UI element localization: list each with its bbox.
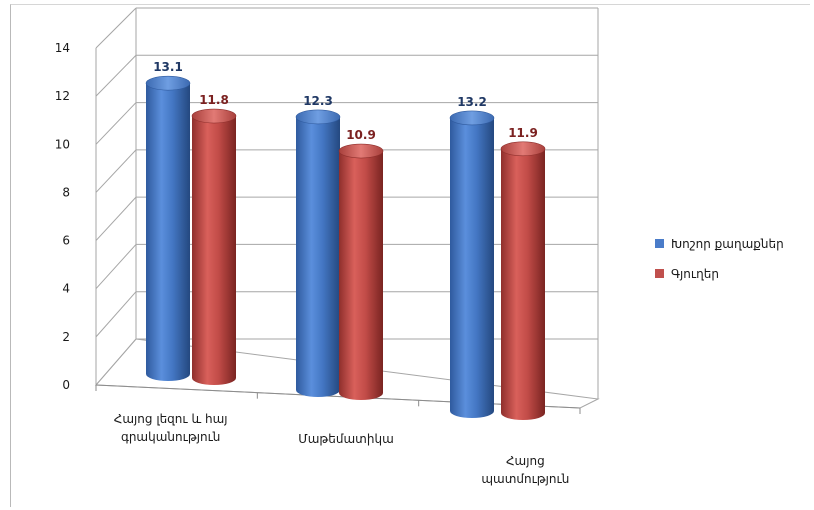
legend: Խոշոր քաղաքներ Գյուղեր [655, 237, 784, 281]
data-label: 11.9 [508, 126, 538, 140]
gridline-side [95, 7, 137, 49]
bar [295, 109, 341, 397]
bar-body [501, 148, 545, 413]
data-label: 13.2 [457, 95, 487, 109]
legend-label: Խոշոր քաղաքներ [671, 237, 784, 251]
bar-base [339, 386, 383, 400]
y-tick-label: 12 [55, 89, 70, 103]
y-tick-label: 4 [62, 282, 70, 296]
bar-body [192, 116, 236, 378]
bar [449, 110, 495, 418]
bar-body [339, 151, 383, 393]
chart-frame [10, 4, 810, 507]
axes: 0 2 4 6 8 10 12 14 Հայոց լեզու և հայ գրականությու… [55, 8, 600, 486]
bar-base [192, 371, 236, 385]
x-category-label: գրականություն [121, 430, 220, 444]
bar [145, 75, 191, 381]
legend-swatch [655, 239, 664, 248]
bar-base [450, 404, 494, 418]
bar-body [296, 116, 340, 390]
bar-body [450, 117, 494, 412]
gridline-side [95, 244, 137, 290]
gridline-side [95, 102, 137, 145]
bar [191, 108, 237, 385]
y-tick-label: 10 [55, 137, 70, 151]
bars [145, 75, 546, 420]
x-category-label: Հայոց լեզու և հայ [114, 412, 228, 426]
bar-top [145, 75, 191, 91]
data-labels: 13.1 12.3 13.2 11.8 10.9 11.9 [153, 60, 538, 142]
bar [338, 143, 384, 400]
gridline-side [95, 196, 137, 241]
gridline-side [95, 291, 137, 338]
bar [500, 141, 546, 420]
data-label: 12.3 [303, 94, 333, 108]
data-label: 10.9 [346, 128, 376, 142]
y-tick-label: 2 [62, 330, 70, 344]
y-tick-label: 14 [55, 41, 70, 55]
data-label: 13.1 [153, 60, 183, 74]
legend-label: Գյուղեր [671, 267, 719, 281]
bar-base [501, 406, 545, 420]
x-category-label: Մաթեմատիկա [298, 432, 394, 446]
bar-body [146, 83, 190, 375]
bar-top [191, 108, 237, 124]
bar-top [449, 110, 495, 126]
bar-base [296, 383, 340, 397]
y-tick-label: 0 [62, 378, 70, 392]
x-category-label: պատմություն [481, 472, 569, 486]
legend-swatch [655, 269, 664, 278]
bar-top [295, 109, 341, 125]
data-label: 11.8 [199, 93, 229, 107]
gridline-side [95, 149, 137, 193]
bar-top [338, 143, 384, 159]
gridline-side [95, 54, 137, 97]
x-axis-line [95, 384, 581, 409]
y-tick-label: 6 [62, 234, 70, 248]
y-tick-label: 8 [62, 185, 70, 199]
bar-base [146, 367, 190, 381]
x-category-label: Հայոց [506, 454, 545, 468]
bar-top [500, 141, 546, 157]
